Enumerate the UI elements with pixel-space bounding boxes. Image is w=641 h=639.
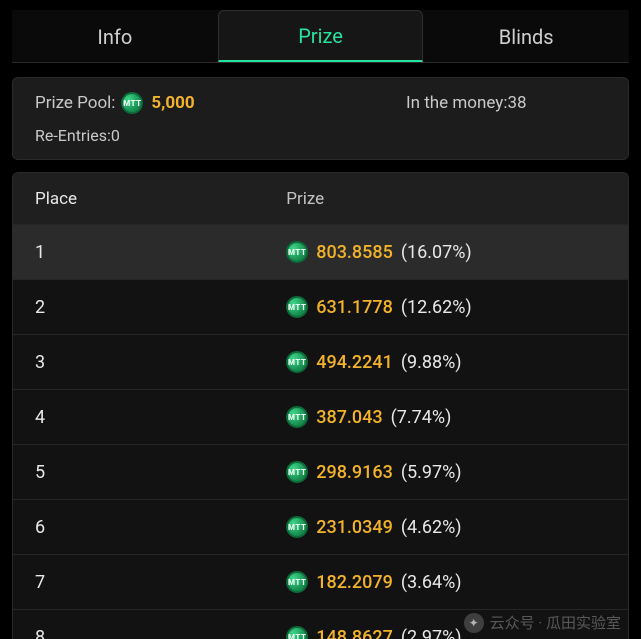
prize-cell: MTT 631.1778 (12.62%) <box>286 296 606 318</box>
place-cell: 3 <box>35 352 286 373</box>
coin-icon: MTT <box>121 92 143 114</box>
in-the-money: In the money:38 <box>406 93 606 113</box>
place-cell: 1 <box>35 242 286 263</box>
table-row[interactable]: 6MTT 231.0349 (4.62%) <box>13 500 628 555</box>
tabs: Info Prize Blinds <box>12 10 629 63</box>
coin-icon: MTT <box>286 351 308 373</box>
prize-cell: MTT 148.8627 (2.97%) <box>286 626 606 639</box>
prize-percent: (9.88%) <box>401 352 462 373</box>
table-row[interactable]: 2MTT 631.1778 (12.62%) <box>13 280 628 335</box>
coin-icon: MTT <box>286 571 308 593</box>
prize-cell: MTT 298.9163 (5.97%) <box>286 461 606 483</box>
prize-percent: (4.62%) <box>401 517 462 538</box>
tab-blinds[interactable]: Blinds <box>423 10 629 62</box>
coin-icon: MTT <box>286 296 308 318</box>
tab-blinds-label: Blinds <box>499 25 554 49</box>
summary-row-1: Prize Pool: MTT 5,000 In the money:38 <box>35 92 606 114</box>
prize-amount: 631.1778 <box>316 297 393 318</box>
prize-amount: 231.0349 <box>316 517 393 538</box>
place-cell: 6 <box>35 517 286 538</box>
place-cell: 4 <box>35 407 286 428</box>
tab-prize-label: Prize <box>298 24 343 48</box>
coin-icon: MTT <box>286 516 308 538</box>
list-header: Place Prize <box>13 173 628 225</box>
table-row[interactable]: 1MTT 803.8585 (16.07%) <box>13 225 628 280</box>
prize-amount: 387.043 <box>316 407 382 428</box>
prize-list: Place Prize 1MTT803.8585(16.07%)2MTT631.… <box>12 172 629 639</box>
prize-percent: (7.74%) <box>391 407 452 428</box>
prize-screen: Info Prize Blinds Prize Pool: MTT 5,000 … <box>0 0 641 639</box>
prize-percent: (5.97%) <box>401 462 462 483</box>
coin-icon: MTT <box>286 626 308 639</box>
table-row[interactable]: 4MTT 387.043 (7.74%) <box>13 390 628 445</box>
prize-cell: MTT 182.2079 (3.64%) <box>286 571 606 593</box>
summary-panel: Prize Pool: MTT 5,000 In the money:38 Re… <box>12 77 629 160</box>
prize-percent: (3.64%) <box>401 572 462 593</box>
tab-info-label: Info <box>97 25 132 49</box>
coin-icon: MTT <box>286 406 308 428</box>
prize-cell: MTT 231.0349 (4.62%) <box>286 516 606 538</box>
prize-pool: Prize Pool: MTT 5,000 <box>35 92 406 114</box>
table-row[interactable]: 5MTT 298.9163 (5.97%) <box>13 445 628 500</box>
prize-amount: 494.2241 <box>316 352 393 373</box>
prize-cell: MTT 387.043 (7.74%) <box>286 406 606 428</box>
prize-percent: (2.97%) <box>401 627 462 639</box>
table-row[interactable]: 8MTT 148.8627 (2.97%) <box>13 610 628 639</box>
table-row[interactable]: 3MTT 494.2241 (9.88%) <box>13 335 628 390</box>
prize-percent: (12.62%) <box>401 297 472 318</box>
coin-icon: MTT <box>286 241 308 263</box>
re-entries: Re-Entries:0 <box>35 126 606 145</box>
tab-info[interactable]: Info <box>12 10 218 62</box>
prize-percent: (16.07%) <box>401 242 472 263</box>
prize-amount: 298.9163 <box>316 462 393 483</box>
prize-cell: MTT 494.2241 (9.88%) <box>286 351 606 373</box>
prize-amount: 803.8585 <box>316 242 393 263</box>
re-entries-label: Re-Entries: <box>35 126 111 145</box>
prize-amount: 182.2079 <box>316 572 393 593</box>
coin-icon: MTT <box>286 461 308 483</box>
place-cell: 5 <box>35 462 286 483</box>
in-the-money-label: In the money: <box>406 93 507 113</box>
prize-pool-value: 5,000 <box>151 93 194 113</box>
header-place: Place <box>35 189 286 209</box>
place-cell: 8 <box>35 627 286 639</box>
place-cell: 7 <box>35 572 286 593</box>
place-cell: 2 <box>35 297 286 318</box>
tab-prize[interactable]: Prize <box>218 10 424 62</box>
re-entries-value: 0 <box>111 126 120 145</box>
prize-amount: 148.8627 <box>316 627 393 639</box>
prize-cell: MTT 803.8585 (16.07%) <box>286 241 606 263</box>
table-row[interactable]: 7MTT 182.2079 (3.64%) <box>13 555 628 610</box>
prize-pool-label: Prize Pool: <box>35 93 115 113</box>
in-the-money-value: 38 <box>507 93 526 113</box>
header-prize: Prize <box>286 189 606 209</box>
